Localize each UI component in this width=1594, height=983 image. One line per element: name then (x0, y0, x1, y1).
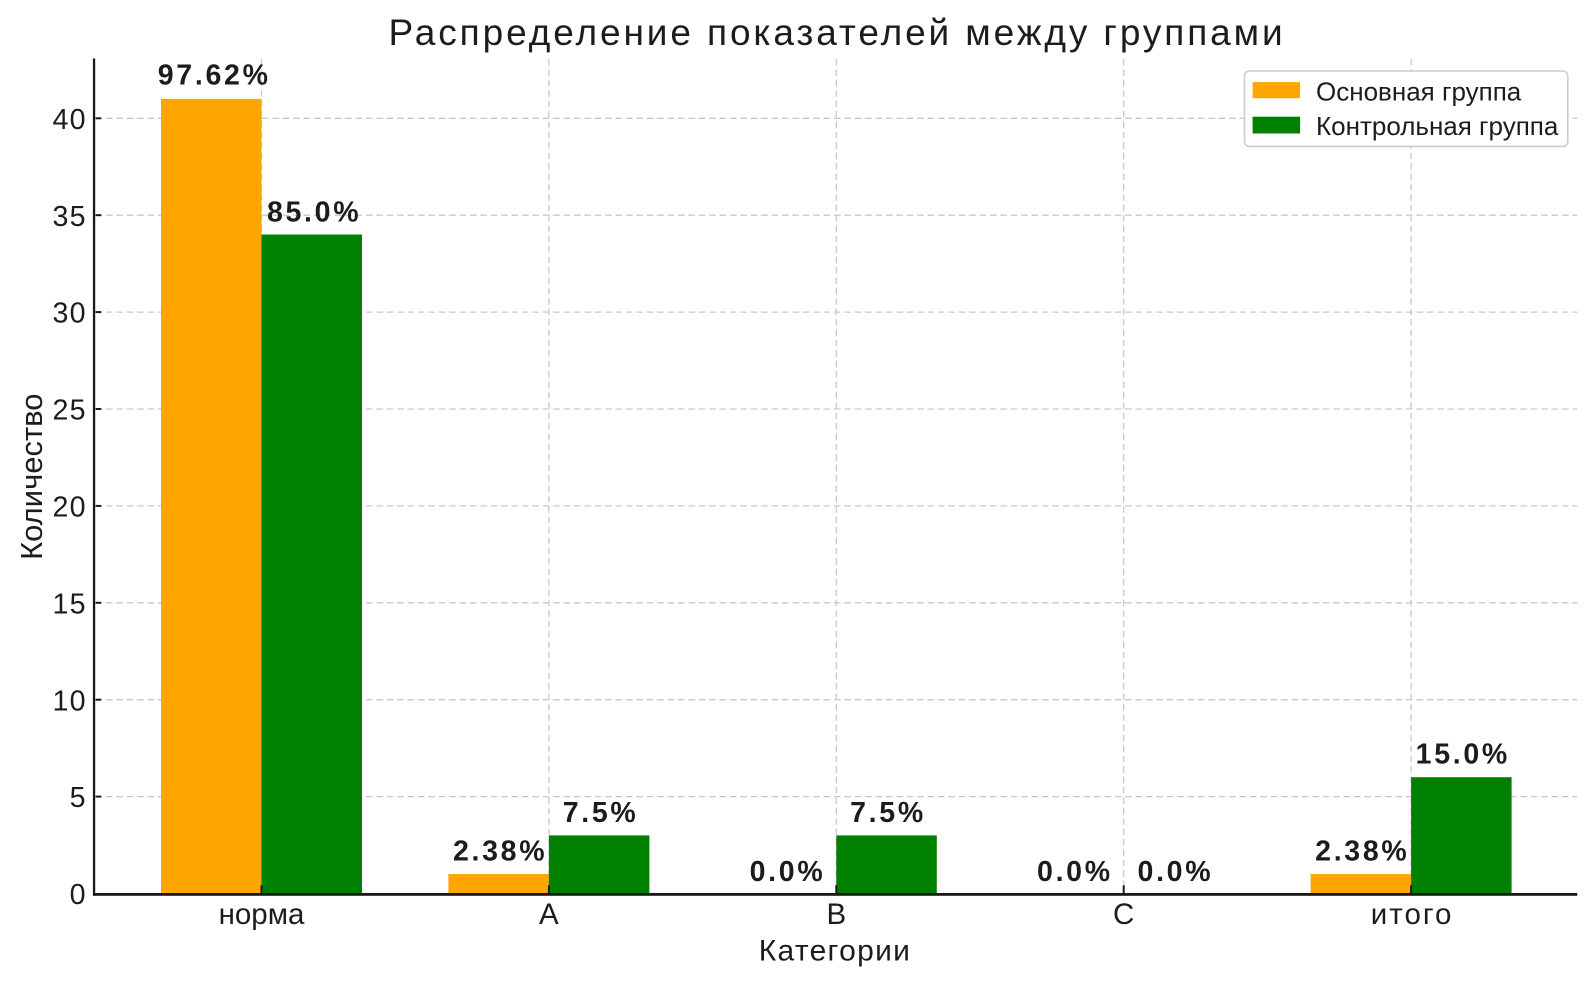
svg-text:C: C (1113, 898, 1134, 931)
svg-text:30: 30 (52, 298, 86, 330)
svg-text:20: 20 (52, 492, 86, 524)
svg-text:35: 35 (52, 201, 86, 233)
svg-text:Контрольная группа: Контрольная группа (1316, 111, 1559, 141)
svg-text:0.0%: 0.0% (1037, 856, 1113, 888)
svg-text:15: 15 (52, 588, 86, 620)
svg-text:0: 0 (70, 879, 87, 911)
svg-text:10: 10 (52, 685, 86, 717)
svg-text:7.5%: 7.5% (850, 797, 926, 829)
svg-text:итого: итого (1371, 898, 1454, 931)
svg-text:7.5%: 7.5% (563, 797, 639, 829)
svg-text:Распределение показателей межд: Распределение показателей между группами (388, 12, 1285, 53)
svg-text:0.0%: 0.0% (750, 856, 826, 888)
svg-text:Основная группа: Основная группа (1316, 77, 1522, 107)
svg-text:2.38%: 2.38% (453, 836, 547, 868)
svg-text:85.0%: 85.0% (267, 197, 361, 229)
svg-text:40: 40 (52, 104, 86, 136)
svg-text:25: 25 (52, 395, 86, 427)
svg-text:2.38%: 2.38% (1315, 836, 1409, 868)
svg-text:Количество: Количество (14, 393, 49, 559)
svg-text:B: B (826, 898, 846, 931)
svg-text:97.62%: 97.62% (158, 60, 271, 92)
svg-text:5: 5 (70, 782, 87, 814)
svg-text:15.0%: 15.0% (1416, 739, 1510, 771)
svg-text:Категории: Категории (759, 934, 911, 967)
svg-text:A: A (539, 898, 559, 931)
svg-text:норма: норма (219, 898, 305, 931)
svg-text:0.0%: 0.0% (1138, 856, 1214, 888)
